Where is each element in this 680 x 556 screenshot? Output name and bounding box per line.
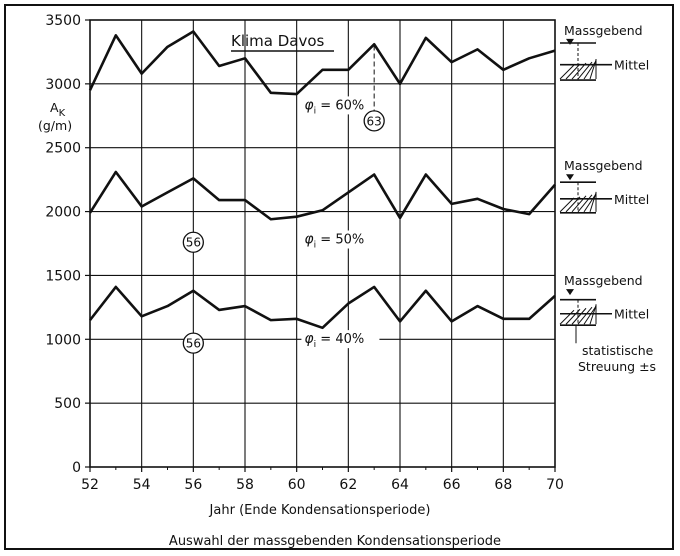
hatch-line — [571, 62, 587, 80]
hatch-line — [583, 305, 597, 325]
y-tick-label-3500: 3500 — [45, 13, 81, 29]
x-tick-label-68: 68 — [494, 477, 512, 493]
mittel-label: Mittel — [614, 192, 649, 207]
hatch-line — [559, 197, 575, 213]
series-label-backdrop — [301, 330, 380, 349]
hatch-line — [583, 193, 597, 213]
hatch-line — [559, 64, 575, 80]
x-tick-label-66: 66 — [443, 477, 461, 493]
figure-caption: Auswahl der massgebenden Kondensationspe… — [169, 534, 501, 549]
figure-border — [4, 4, 674, 550]
y-tick-label-500: 500 — [54, 396, 81, 412]
y-tick-label-2000: 2000 — [45, 205, 81, 221]
hatch-line — [577, 61, 593, 80]
x-tick-label-56: 56 — [184, 477, 202, 493]
series-label-0: φi = 60% — [304, 97, 364, 116]
massgebend-label: Massgebend — [564, 158, 643, 173]
series-line-2 — [88, 285, 556, 330]
x-tick-label-58: 58 — [236, 477, 254, 493]
circled-year-markers: 63 56 56 — [182, 45, 385, 354]
hatch-line — [565, 196, 581, 213]
x-tick-label-60: 60 — [288, 477, 306, 493]
x-tick-label-52: 52 — [81, 477, 99, 493]
x-tick-label-54: 54 — [133, 477, 151, 493]
massgebend-arrow-icon — [566, 38, 574, 45]
marker-circle-2 — [182, 332, 204, 354]
massgebend-arrow-icon — [566, 289, 574, 296]
hatch-line — [565, 63, 581, 80]
mittel-label: Mittel — [614, 58, 649, 73]
y-tick-label-1000: 1000 — [45, 332, 81, 348]
y-axis-label: AK — [50, 100, 66, 119]
variation-block-0: Massgebend Mittel — [559, 23, 649, 81]
series-label-2: φi = 40% — [304, 331, 364, 350]
marker-label-2: 56 — [186, 337, 201, 351]
hatch-line — [577, 194, 593, 213]
series-label-1: φi = 50% — [304, 232, 364, 251]
massgebend-label: Massgebend — [564, 23, 643, 38]
series-label-backdrop — [301, 96, 380, 115]
y-axis-unit: (g/m) — [38, 118, 72, 133]
hatch-line — [577, 306, 593, 325]
mittel-label: Mittel — [614, 307, 649, 322]
series-line-1 — [88, 170, 556, 221]
hatch-line — [571, 195, 587, 213]
series-labels: φi = 60% φi = 50% φi = 40% — [301, 96, 380, 350]
streuung-label-1: statistische — [582, 343, 654, 358]
right-annotations: MassgebendMittelMassgebendMittelMassgebe… — [559, 23, 656, 374]
y-tick-label-1500: 1500 — [45, 268, 81, 284]
massgebend-label: Massgebend — [564, 273, 643, 288]
y-tick-label-0: 0 — [72, 460, 81, 476]
x-axis-ticks: 52 54 56 58 60 62 64 66 68 70 — [81, 467, 564, 493]
marker-label-0: 63 — [367, 114, 382, 128]
x-axis-label: Jahr (Ende Kondensationsperiode) — [209, 503, 431, 518]
variation-block-1: Massgebend Mittel — [559, 158, 649, 214]
hatch-line — [589, 59, 597, 80]
y-tick-label-3000: 3000 — [45, 77, 81, 93]
hatch-line — [571, 307, 587, 325]
massgebend-arrow-icon — [566, 174, 574, 181]
x-tick-label-62: 62 — [339, 477, 357, 493]
series-label-backdrop — [301, 230, 380, 249]
marker-label-1: 56 — [186, 236, 201, 250]
x-tick-label-64: 64 — [391, 477, 409, 493]
streuung-label-2: Streuung ±s — [578, 359, 656, 374]
series-line-0 — [88, 30, 556, 96]
marker-circle-0 — [363, 110, 385, 132]
x-tick-label-70: 70 — [546, 477, 564, 493]
y-axis-ticks: 0 500 1000 1500 2000 2500 3000 3500 — [45, 13, 90, 476]
hatch-line — [589, 305, 597, 325]
hatch-line — [559, 309, 575, 325]
chart-title: Klima Davos — [231, 32, 325, 50]
marker-circle-1 — [182, 231, 204, 253]
series-group — [88, 30, 556, 330]
hatch-line — [583, 60, 597, 80]
hatch-line — [589, 192, 597, 212]
hatch-line — [565, 308, 581, 325]
y-tick-label-2500: 2500 — [45, 141, 81, 157]
